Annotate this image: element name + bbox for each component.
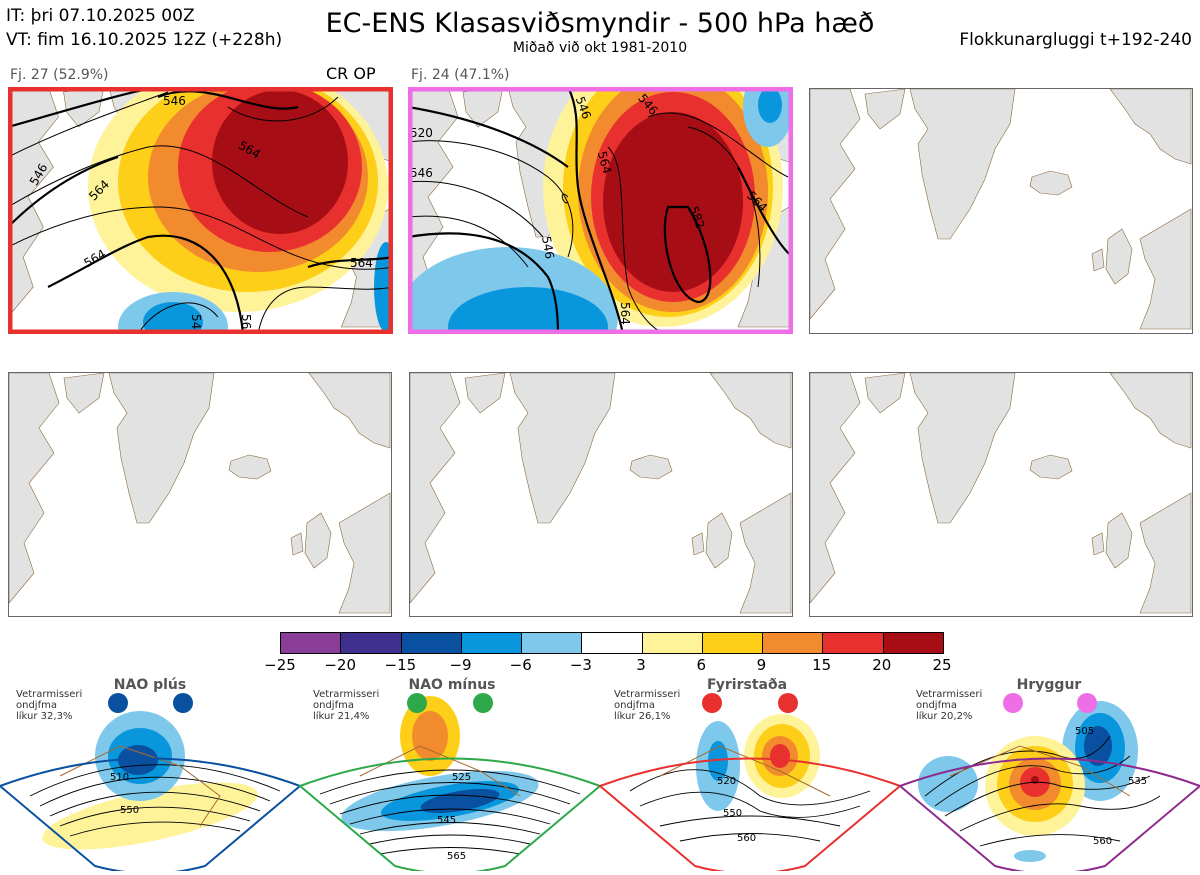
regime-title-nao-plus: NAO plús xyxy=(113,677,187,693)
colorbar-swatch xyxy=(822,633,883,653)
svg-text:505: 505 xyxy=(1075,726,1094,737)
svg-text:550: 550 xyxy=(723,808,742,819)
classification-window: Flokkunargluggi t+192-240 xyxy=(959,30,1192,50)
colorbar-tick-label: 9 xyxy=(756,656,767,674)
regime-title-ridge: Hryggur xyxy=(1016,677,1082,693)
contour-label: 564 xyxy=(595,150,614,176)
cluster-2-map: 546 546 520 546 564 564 582 546 564 xyxy=(408,87,793,334)
colorbar-tick-label: 20 xyxy=(872,656,892,674)
initial-time: IT: þri 07.10.2025 00Z xyxy=(6,6,195,26)
colorbar-swatch xyxy=(281,633,341,653)
regime-title-blocking: Fyrirstaða xyxy=(706,677,788,693)
cluster-2-label: Fj. 24 (47.1%) xyxy=(411,67,510,83)
contour-label: 520 xyxy=(410,126,433,140)
cluster-1-map: 546 546 564 564 564 564 546 564 xyxy=(8,87,393,334)
regime-strip: 510 550 525 545 565 xyxy=(0,676,1200,875)
svg-text:510: 510 xyxy=(110,772,129,783)
colorbar xyxy=(280,632,944,654)
contour-label: 564 xyxy=(81,247,108,271)
colorbar-swatch xyxy=(581,633,642,653)
contour-label: 564 xyxy=(350,256,373,270)
colorbar-tick-label: 3 xyxy=(636,656,646,674)
colorbar-swatch xyxy=(340,633,401,653)
contour-label: 564 xyxy=(239,314,253,334)
regime-ridge: 505 535 560 xyxy=(898,693,1200,875)
svg-text:535: 535 xyxy=(1128,776,1147,787)
regime-note-ridge: Vetrarmisseri ondjfma líkur 20,2% xyxy=(916,689,983,722)
contour-label: 546 xyxy=(539,235,557,260)
contour-label: 546 xyxy=(189,314,203,334)
regime-title-nao-minus: NAO mínus xyxy=(408,677,496,693)
regime-note-nao-plus: Vetrarmisseri ondjfma líkur 32,3% xyxy=(16,689,83,722)
contour-label: 564 xyxy=(618,302,632,325)
colorbar-swatch xyxy=(641,633,702,653)
colorbar-tick-label: 15 xyxy=(812,656,832,674)
colorbar-tick-label: 25 xyxy=(932,656,952,674)
regime-nao-plus: 510 550 xyxy=(0,693,302,875)
page-subtitle: Miðað við okt 1981-2010 xyxy=(512,40,688,56)
colorbar-tick-label: −3 xyxy=(569,656,592,674)
colorbar-swatch xyxy=(400,633,461,653)
empty-map-6 xyxy=(809,372,1193,617)
page-title: EC-ENS Klasasviðsmyndir - 500 hPa hæð xyxy=(325,8,875,39)
regime-nao-minus: 525 545 565 xyxy=(298,693,602,875)
colorbar-swatch xyxy=(460,633,522,653)
empty-map-3 xyxy=(809,88,1193,334)
empty-map-5 xyxy=(409,372,793,617)
colorbar-tick-label: 6 xyxy=(696,656,707,674)
empty-map-4 xyxy=(8,372,392,617)
contour-label: 546 xyxy=(410,166,433,180)
svg-text:545: 545 xyxy=(437,815,456,826)
svg-text:560: 560 xyxy=(737,833,756,844)
colorbar-tick-label: −20 xyxy=(324,656,356,674)
colorbar-tick-label: −9 xyxy=(449,656,472,674)
colorbar-swatch xyxy=(701,633,763,653)
colorbar-tick-label: −6 xyxy=(509,656,532,674)
svg-text:550: 550 xyxy=(120,805,139,816)
svg-text:560: 560 xyxy=(1093,836,1112,847)
regime-blocking: 520 550 560 xyxy=(598,693,902,875)
regime-note-nao-minus: Vetrarmisseri ondjfma líkur 21,4% xyxy=(313,689,380,722)
colorbar-swatch xyxy=(762,633,823,653)
svg-text:525: 525 xyxy=(452,772,471,783)
cluster-1-tag: CR OP xyxy=(326,64,376,83)
svg-text:565: 565 xyxy=(447,851,466,862)
valid-time: VT: fim 16.10.2025 12Z (+228h) xyxy=(6,30,283,50)
regime-note-blocking: Vetrarmisseri ondjfma líkur 26,1% xyxy=(614,689,681,722)
svg-text:520: 520 xyxy=(717,776,736,787)
contour-label: 546 xyxy=(163,94,186,108)
header-times: IT: þri 07.10.2025 00Z VT: fim 16.10.202… xyxy=(6,4,282,52)
colorbar-tick-label: −25 xyxy=(264,656,296,674)
colorbar-swatch xyxy=(521,633,582,653)
cluster-1-label: Fj. 27 (52.9%) xyxy=(10,67,109,83)
colorbar-tick-label: −15 xyxy=(384,656,417,674)
colorbar-swatch xyxy=(882,633,943,653)
